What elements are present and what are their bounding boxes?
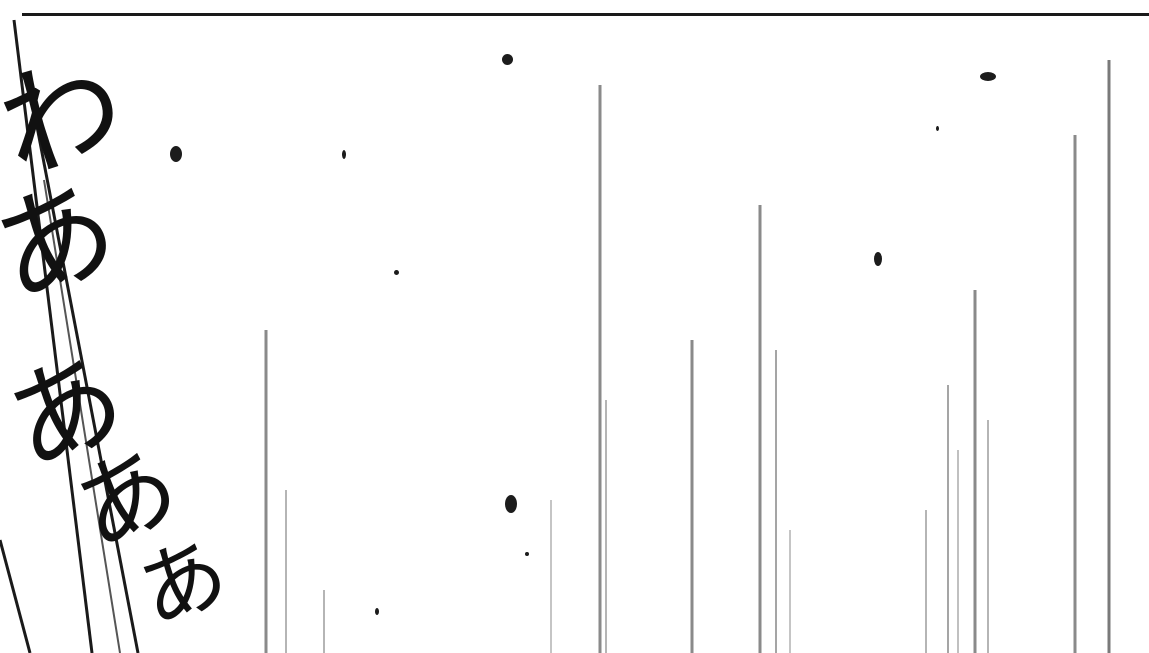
panel-border (22, 13, 1149, 16)
debris-speck (936, 126, 939, 131)
debris-speck (394, 270, 399, 275)
debris-speck (342, 150, 346, 159)
impact-line (28, 89, 140, 653)
debris-speck (525, 552, 529, 556)
debris-speck (170, 146, 182, 162)
debris-speck (375, 608, 379, 615)
debris-speck (874, 252, 882, 266)
debris-speck (980, 72, 996, 81)
debris-speck (502, 54, 513, 65)
debris-speck (505, 495, 517, 513)
impact-line (0, 539, 32, 653)
impact-line (12, 19, 94, 653)
impact-line (43, 179, 121, 653)
